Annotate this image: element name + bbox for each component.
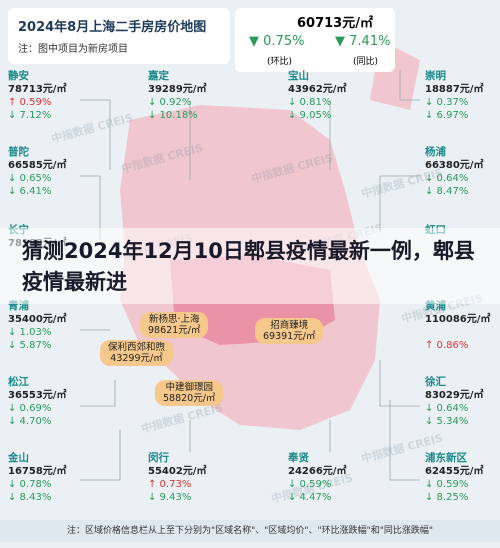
project-name: 中建御璟园 [165, 382, 213, 393]
project-name: 招商臻境 [270, 320, 309, 331]
district-change: ↓ 1.03% [8, 327, 52, 338]
project-price: 43299元/㎡ [110, 353, 163, 364]
district-price: 36553元/㎡ [8, 390, 67, 401]
district-change: ↓ 7.12% [8, 110, 52, 121]
overlay-title: 猜测2024年12月10日郫县疫情最新一例，郫县疫情最新进 [22, 239, 475, 294]
district-price: 110086元/㎡ [425, 314, 491, 325]
district-name: 崇明 [425, 70, 446, 82]
footer: 注：区域价格信息栏从上至下分别为"区域名称"、"区域均价"、"环比涨跌幅"和"同… [0, 520, 500, 542]
district: 闵行 55402元/㎡ ↑ 0.73% ↓ 9.43% [148, 452, 220, 504]
district-change: ↓ 4.47% [288, 492, 332, 503]
project-price: 69391元/㎡ [263, 331, 316, 342]
district-price: 83029元/㎡ [425, 390, 484, 401]
project-name: 新杨思·上海 [148, 314, 200, 325]
district-change: ↓ 0.37% [425, 97, 469, 108]
district-name: 奉贤 [288, 452, 309, 464]
district-change: ↓ 8.25% [425, 492, 469, 503]
district: 宝山 43962元/㎡ ↓ 0.81% ↓ 9.05% [288, 70, 360, 122]
change-gap [425, 326, 497, 339]
district-change: ↓ 6.97% [425, 110, 469, 121]
header-box: 2024年8月上海二手房房价地图 注：图中项目为新房项目 [8, 8, 230, 64]
project-price: 98621元/㎡ [148, 325, 201, 336]
district: 黄浦 110086元/㎡ ↑ 0.86% [425, 300, 497, 352]
district-change: ↑ 0.73% [148, 479, 192, 490]
project: 保利西郊和煦 43299元/㎡ [100, 340, 174, 366]
district-change: ↓ 9.43% [148, 492, 192, 503]
district-name: 金山 [8, 452, 29, 464]
district-change: ↓ 0.78% [8, 479, 52, 490]
district-change: ↓ 4.70% [8, 416, 52, 427]
district-change: ↓ 0.59% [425, 479, 469, 490]
district-price: 62455元/㎡ [425, 466, 484, 477]
district-name: 闵行 [148, 452, 169, 464]
project: 新杨思·上海 98621元/㎡ [140, 312, 209, 338]
district-name: 宝山 [288, 70, 309, 82]
district: 金山 16758元/㎡ ↓ 0.78% ↓ 8.43% [8, 452, 80, 504]
district-change: ↓ 10.18% [148, 110, 198, 121]
district-name: 浦东新区 [425, 452, 467, 464]
header-note: 注：图中项目为新房项目 [18, 44, 128, 55]
mom-value: 0.75% [263, 34, 305, 49]
district-price: 39289元/㎡ [148, 84, 207, 95]
district-price: 24266元/㎡ [288, 466, 347, 477]
district-change: ↓ 5.87% [8, 340, 52, 351]
district-price: 16758元/㎡ [8, 466, 67, 477]
district-change: ↓ 0.69% [8, 403, 52, 414]
district-change: ↓ 8.47% [425, 186, 469, 197]
district: 青浦 35400元/㎡ ↓ 1.03% ↓ 5.87% [8, 300, 80, 352]
district-change: ↓ 5.34% [425, 416, 469, 427]
district: 杨浦 66380元/㎡ ↓ 0.64% ↓ 8.47% [425, 146, 497, 198]
district: 徐汇 83029元/㎡ ↓ 0.64% ↓ 5.34% [425, 376, 497, 428]
district-change: ↓ 0.65% [8, 173, 52, 184]
project-price: 58820元/㎡ [163, 393, 216, 404]
district: 静安 78713元/㎡ ↑ 0.59% ↓ 7.12% [8, 70, 80, 122]
leader-lines [80, 70, 420, 481]
district-name: 嘉定 [148, 70, 169, 82]
district-name: 杨浦 [425, 146, 446, 158]
district: 嘉定 39289元/㎡ ↓ 0.92% ↓ 10.18% [148, 70, 220, 122]
district: 普陀 66585元/㎡ ↓ 0.65% ↓ 6.41% [8, 146, 80, 198]
district-price: 55402元/㎡ [148, 466, 207, 477]
district-change: ↓ 8.43% [8, 492, 52, 503]
district-price: 66585元/㎡ [8, 160, 67, 171]
district-change: ↓ 6.41% [8, 186, 52, 197]
project: 中建御璟园 58820元/㎡ [155, 380, 224, 406]
summary-price: 60713元/㎡ [297, 16, 373, 31]
district-change: ↓ 9.05% [288, 110, 332, 121]
summary-box: 60713元/㎡ ▼ 0.75% (环比) ▼ 7.41% (同比) [235, 8, 395, 72]
district-price: 78713元/㎡ [8, 84, 67, 95]
district-price: 43962元/㎡ [288, 84, 347, 95]
project-name: 保利西郊和煦 [108, 342, 166, 353]
district-change: ↓ 0.64% [425, 173, 469, 184]
district-price: 35400元/㎡ [8, 314, 67, 325]
yoy-value: 7.41% [349, 34, 391, 49]
district: 松江 36553元/㎡ ↓ 0.69% ↓ 4.70% [8, 376, 80, 428]
district-price: 66380元/㎡ [425, 160, 484, 171]
district: 浦东新区 62455元/㎡ ↓ 0.59% ↓ 8.25% [425, 452, 497, 504]
header-title: 2024年8月上海二手房房价地图 [18, 20, 207, 35]
district-price: 18887元/㎡ [425, 84, 484, 95]
district-change: ↑ 0.59% [8, 97, 52, 108]
district: 崇明 18887元/㎡ ↓ 0.37% ↓ 6.97% [425, 70, 497, 122]
summary-yoy: ▼ 7.41% [335, 34, 391, 49]
mom-label: (环比) [267, 57, 293, 67]
district-change: ↑ 0.86% [425, 340, 469, 351]
district-change: ↓ 0.92% [148, 97, 192, 108]
district-change: ↓ 0.81% [288, 97, 332, 108]
district-change: ↓ 0.64% [425, 403, 469, 414]
project: 招商臻境 69391元/㎡ [255, 318, 324, 344]
district-name: 普陀 [8, 146, 29, 158]
summary-mom: ▼ 0.75% [249, 34, 305, 49]
district-change: ↓ 0.59% [288, 479, 332, 490]
yoy-label: (同比) [353, 57, 379, 67]
district-name: 徐汇 [425, 376, 446, 388]
district-name: 松江 [8, 376, 29, 388]
district: 奉贤 24266元/㎡ ↓ 0.59% ↓ 4.47% [288, 452, 360, 504]
overlay-band [0, 228, 500, 304]
district-name: 静安 [8, 70, 29, 82]
